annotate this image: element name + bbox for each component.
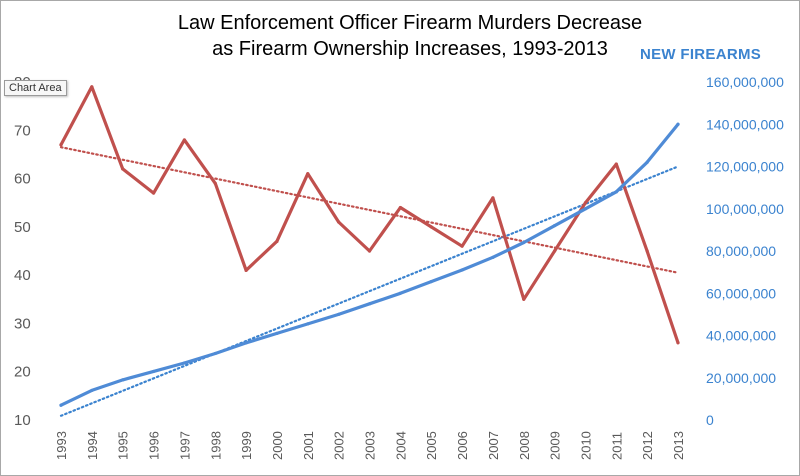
y-right-tick-label: 60,000,000 [706, 285, 776, 301]
y-right-tick-label: 40,000,000 [706, 328, 776, 344]
firearms-data-point [367, 302, 372, 306]
x-tick-label: 1996 [147, 431, 162, 460]
y-left-tick-label: 10 [14, 412, 31, 429]
chart-area-tooltip: Chart Area [4, 80, 67, 96]
murders-data-point [460, 244, 464, 248]
murders-trendline [59, 146, 680, 274]
firearms-data-point [182, 361, 186, 365]
x-tick-label: 1993 [54, 431, 69, 460]
x-tick-label: 1997 [177, 431, 192, 460]
firearms-data-point [337, 312, 341, 316]
firearms-data-point [275, 331, 279, 335]
y-left-tick-label: 30 [14, 315, 31, 332]
chart-title: Law Enforcement Officer Firearm Murders … [150, 10, 670, 62]
firearms-data-point [213, 351, 217, 356]
murders-data-point [59, 143, 63, 147]
firearms-data-point [491, 255, 495, 259]
firearms-data-point [614, 190, 618, 194]
x-tick-label: 2009 [548, 431, 563, 460]
murders-data-point [553, 249, 557, 253]
x-tick-label: 2005 [424, 431, 439, 460]
firearms-data-point [460, 268, 464, 272]
y-left-tick-label: 40 [14, 267, 31, 284]
firearms-data-point [59, 403, 63, 407]
x-tick-label: 2001 [301, 431, 316, 460]
x-tick-label: 1994 [85, 431, 100, 460]
murders-data-point [645, 249, 649, 253]
x-tick-label: 2013 [671, 431, 686, 460]
firearms-data-point [583, 207, 588, 211]
x-tick-label: 2002 [332, 431, 347, 460]
firearms-data-point [522, 240, 526, 245]
x-tick-label: 1995 [116, 431, 131, 460]
x-tick-label: 2000 [270, 431, 285, 460]
x-tick-label: 2007 [486, 431, 501, 460]
x-tick-label: 1999 [239, 431, 254, 460]
y-right-tick-label: 100,000,000 [706, 201, 784, 217]
y-right-tick-label: 80,000,000 [706, 243, 776, 259]
murders-data-point [151, 191, 156, 195]
murders-data-point [182, 138, 186, 142]
murders-data-point [90, 85, 94, 89]
murders-data-point [398, 205, 402, 210]
murders-data-point [244, 268, 248, 272]
firearms-data-point [306, 322, 310, 326]
firearms-data-point [244, 341, 248, 345]
murders-data-point [213, 181, 217, 185]
firearms-trendline [59, 165, 680, 417]
murders-data-point [614, 162, 618, 166]
right-axis-title: NEW FIREARMS [640, 46, 762, 63]
murders-data-point [429, 225, 433, 229]
chart-title-line2: as Firearm Ownership Increases, 1993-201… [212, 38, 608, 60]
x-tick-label: 2011 [609, 432, 624, 460]
firearms-data-point [553, 224, 557, 228]
murders-data-point [367, 249, 372, 253]
firearms-data-point [429, 280, 433, 284]
firearms-data-point [676, 122, 680, 126]
murders-data-point [491, 196, 495, 200]
y-right-tick-label: 160,000,000 [706, 74, 784, 90]
murders-data-point [676, 341, 680, 345]
y-right-tick-label: 0 [706, 412, 714, 428]
murders-data-point [522, 297, 526, 301]
firearms-data-point [121, 378, 125, 382]
x-tick-label: 2003 [363, 431, 378, 460]
murders-data-point [275, 239, 279, 243]
x-tick-label: 2008 [517, 431, 532, 460]
x-tick-label: 2010 [578, 431, 593, 460]
y-right-tick-label: 20,000,000 [706, 370, 776, 386]
firearms-data-point [398, 291, 402, 295]
firearms-data-point [151, 369, 156, 374]
y-left-tick-label: 50 [14, 219, 31, 236]
chart-title-line1: Law Enforcement Officer Firearm Murders … [177, 12, 643, 34]
x-tick-label: 2012 [640, 431, 655, 460]
y-left-tick-label: 20 [14, 364, 31, 381]
y-left-tick-label: 60 [14, 171, 31, 188]
x-tick-label: 1998 [208, 431, 223, 460]
firearms-data-point [90, 388, 94, 393]
x-tick-label: 2006 [455, 431, 470, 460]
murders-data-point [306, 172, 310, 176]
murders-data-point [121, 167, 125, 171]
y-right-tick-label: 140,000,000 [706, 116, 784, 132]
x-tick-label: 2004 [393, 431, 408, 460]
murders-data-point [583, 201, 588, 205]
y-right-tick-label: 120,000,000 [706, 159, 784, 175]
murders-data-point [337, 220, 341, 224]
firearms-data-point [645, 160, 649, 164]
y-left-tick-label: 70 [14, 122, 31, 139]
